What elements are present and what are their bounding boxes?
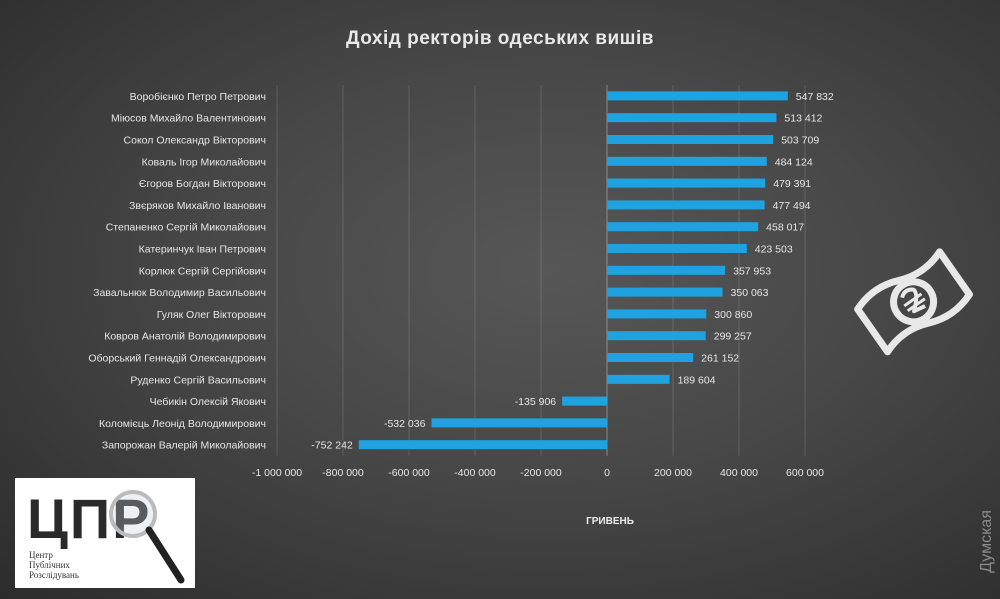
data-label: 261 152 <box>701 353 739 365</box>
category-label: Степаненко Сергій Миколайович <box>106 222 266 234</box>
data-label: -135 906 <box>515 396 557 408</box>
data-label: 299 257 <box>714 331 752 343</box>
cpr-logo: ЦПР Центр Публічних Розслідувань <box>15 478 195 588</box>
data-label: 423 503 <box>755 244 793 256</box>
x-tick-label: 400 000 <box>720 467 758 479</box>
category-label: Міюсов Михайло Валентинович <box>111 113 266 125</box>
category-label: Руденко Сергій Васильович <box>130 374 266 386</box>
data-label: -752 242 <box>311 440 353 452</box>
category-label: Воробієнко Петро Петрович <box>130 91 266 103</box>
data-label: -532 036 <box>384 418 426 430</box>
x-tick-label: -1 000 000 <box>252 467 302 479</box>
category-label: Корлюк Сергій Сергійович <box>139 265 266 277</box>
data-label: 357 953 <box>733 265 771 277</box>
logo-letters: ЦПР <box>27 487 152 550</box>
bar <box>607 244 747 253</box>
data-label: 484 124 <box>775 156 813 168</box>
category-label: Звєряков Михайло Іванович <box>129 200 266 212</box>
bar <box>607 200 765 210</box>
bar <box>358 440 607 450</box>
bar <box>607 331 706 341</box>
data-label: 458 017 <box>766 222 804 234</box>
category-label: Чебикін Олексій Якович <box>150 396 266 408</box>
x-tick-label: -400 000 <box>454 467 496 479</box>
chart-title: Дохід ректорів одеських вишів <box>346 28 654 49</box>
bar <box>607 91 788 101</box>
category-label: Коломієць Леонід Володимирович <box>99 418 266 430</box>
data-label: 350 063 <box>731 287 769 299</box>
logo-line: Публічних <box>29 560 70 570</box>
bar <box>607 353 694 362</box>
category-label: Оборський Геннадій Олександрович <box>88 353 266 365</box>
category-label: Катеринчук Іван Петрович <box>139 244 266 256</box>
data-label: 479 391 <box>773 178 811 190</box>
bar <box>607 178 766 188</box>
data-label: 547 832 <box>796 91 834 103</box>
logo-line: Розслідувань <box>29 570 79 580</box>
x-tick-label: -800 000 <box>322 467 364 479</box>
bar <box>607 265 726 275</box>
x-tick-label: 600 000 <box>786 467 824 479</box>
bar <box>607 287 723 297</box>
x-tick-label: 0 <box>604 467 610 479</box>
category-label: Коваль Ігор Миколайович <box>142 156 266 168</box>
logo-line: Центр <box>29 550 53 560</box>
x-axis-label: ГРИВЕНЬ <box>586 516 634 527</box>
bar <box>607 135 774 144</box>
bar <box>431 418 607 428</box>
data-label: 503 709 <box>781 135 819 147</box>
bar <box>607 113 777 123</box>
category-label: Гуляк Олег Вікторович <box>157 309 266 321</box>
x-tick-label: 200 000 <box>654 467 692 479</box>
data-label: 513 412 <box>784 113 822 125</box>
category-label: Запорожан Валерій Миколайович <box>102 440 266 452</box>
category-label: Ковров Анатолій Володимирович <box>104 331 266 343</box>
bar <box>607 374 670 384</box>
magnifier-icon <box>109 490 185 584</box>
data-label: 300 860 <box>714 309 752 321</box>
data-label: 189 604 <box>678 374 716 386</box>
data-label: 477 494 <box>773 200 811 212</box>
bar <box>607 156 767 166</box>
bar <box>607 309 707 319</box>
watermark: Думская <box>978 510 995 573</box>
bar <box>607 222 759 232</box>
category-label: Завальнюк Володимир Васильович <box>93 287 266 299</box>
hryvnia-banknote-icon <box>854 248 973 356</box>
x-tick-label: -200 000 <box>520 467 562 479</box>
bar <box>562 396 607 406</box>
x-tick-label: -600 000 <box>388 467 430 479</box>
category-label: Єгоров Богдан Вікторович <box>139 178 266 190</box>
category-label: Сокол Олександр Вікторович <box>124 135 266 147</box>
